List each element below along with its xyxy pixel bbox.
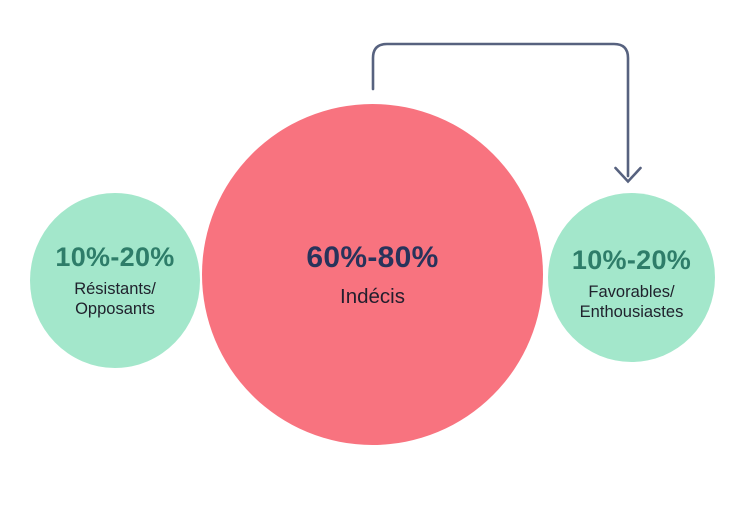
circle-favorables-enthousiastes: 10%-20% Favorables/ Enthousiastes xyxy=(548,193,715,362)
arrow-head-icon xyxy=(614,166,642,184)
circle-label: Indécis xyxy=(340,285,405,309)
label-line: Favorables/ xyxy=(588,282,675,301)
label-line: Enthousiastes xyxy=(579,303,684,321)
percent-value: 60%-80% xyxy=(306,240,439,274)
percent-value: 10%-20% xyxy=(571,244,692,275)
label-line: Indécis xyxy=(340,284,405,308)
circle-label: Favorables/ Enthousiastes xyxy=(580,282,684,323)
label-line: Résistants/ xyxy=(74,279,156,298)
percent-value: 10%-20% xyxy=(55,241,175,272)
circle-label: Résistants/ Opposants xyxy=(74,279,156,320)
circle-indecis: 60%-80% Indécis xyxy=(202,104,543,445)
circle-resistants-opposants: 10%-20% Résistants/ Opposants xyxy=(30,193,200,368)
label-line: Opposants xyxy=(75,300,155,318)
